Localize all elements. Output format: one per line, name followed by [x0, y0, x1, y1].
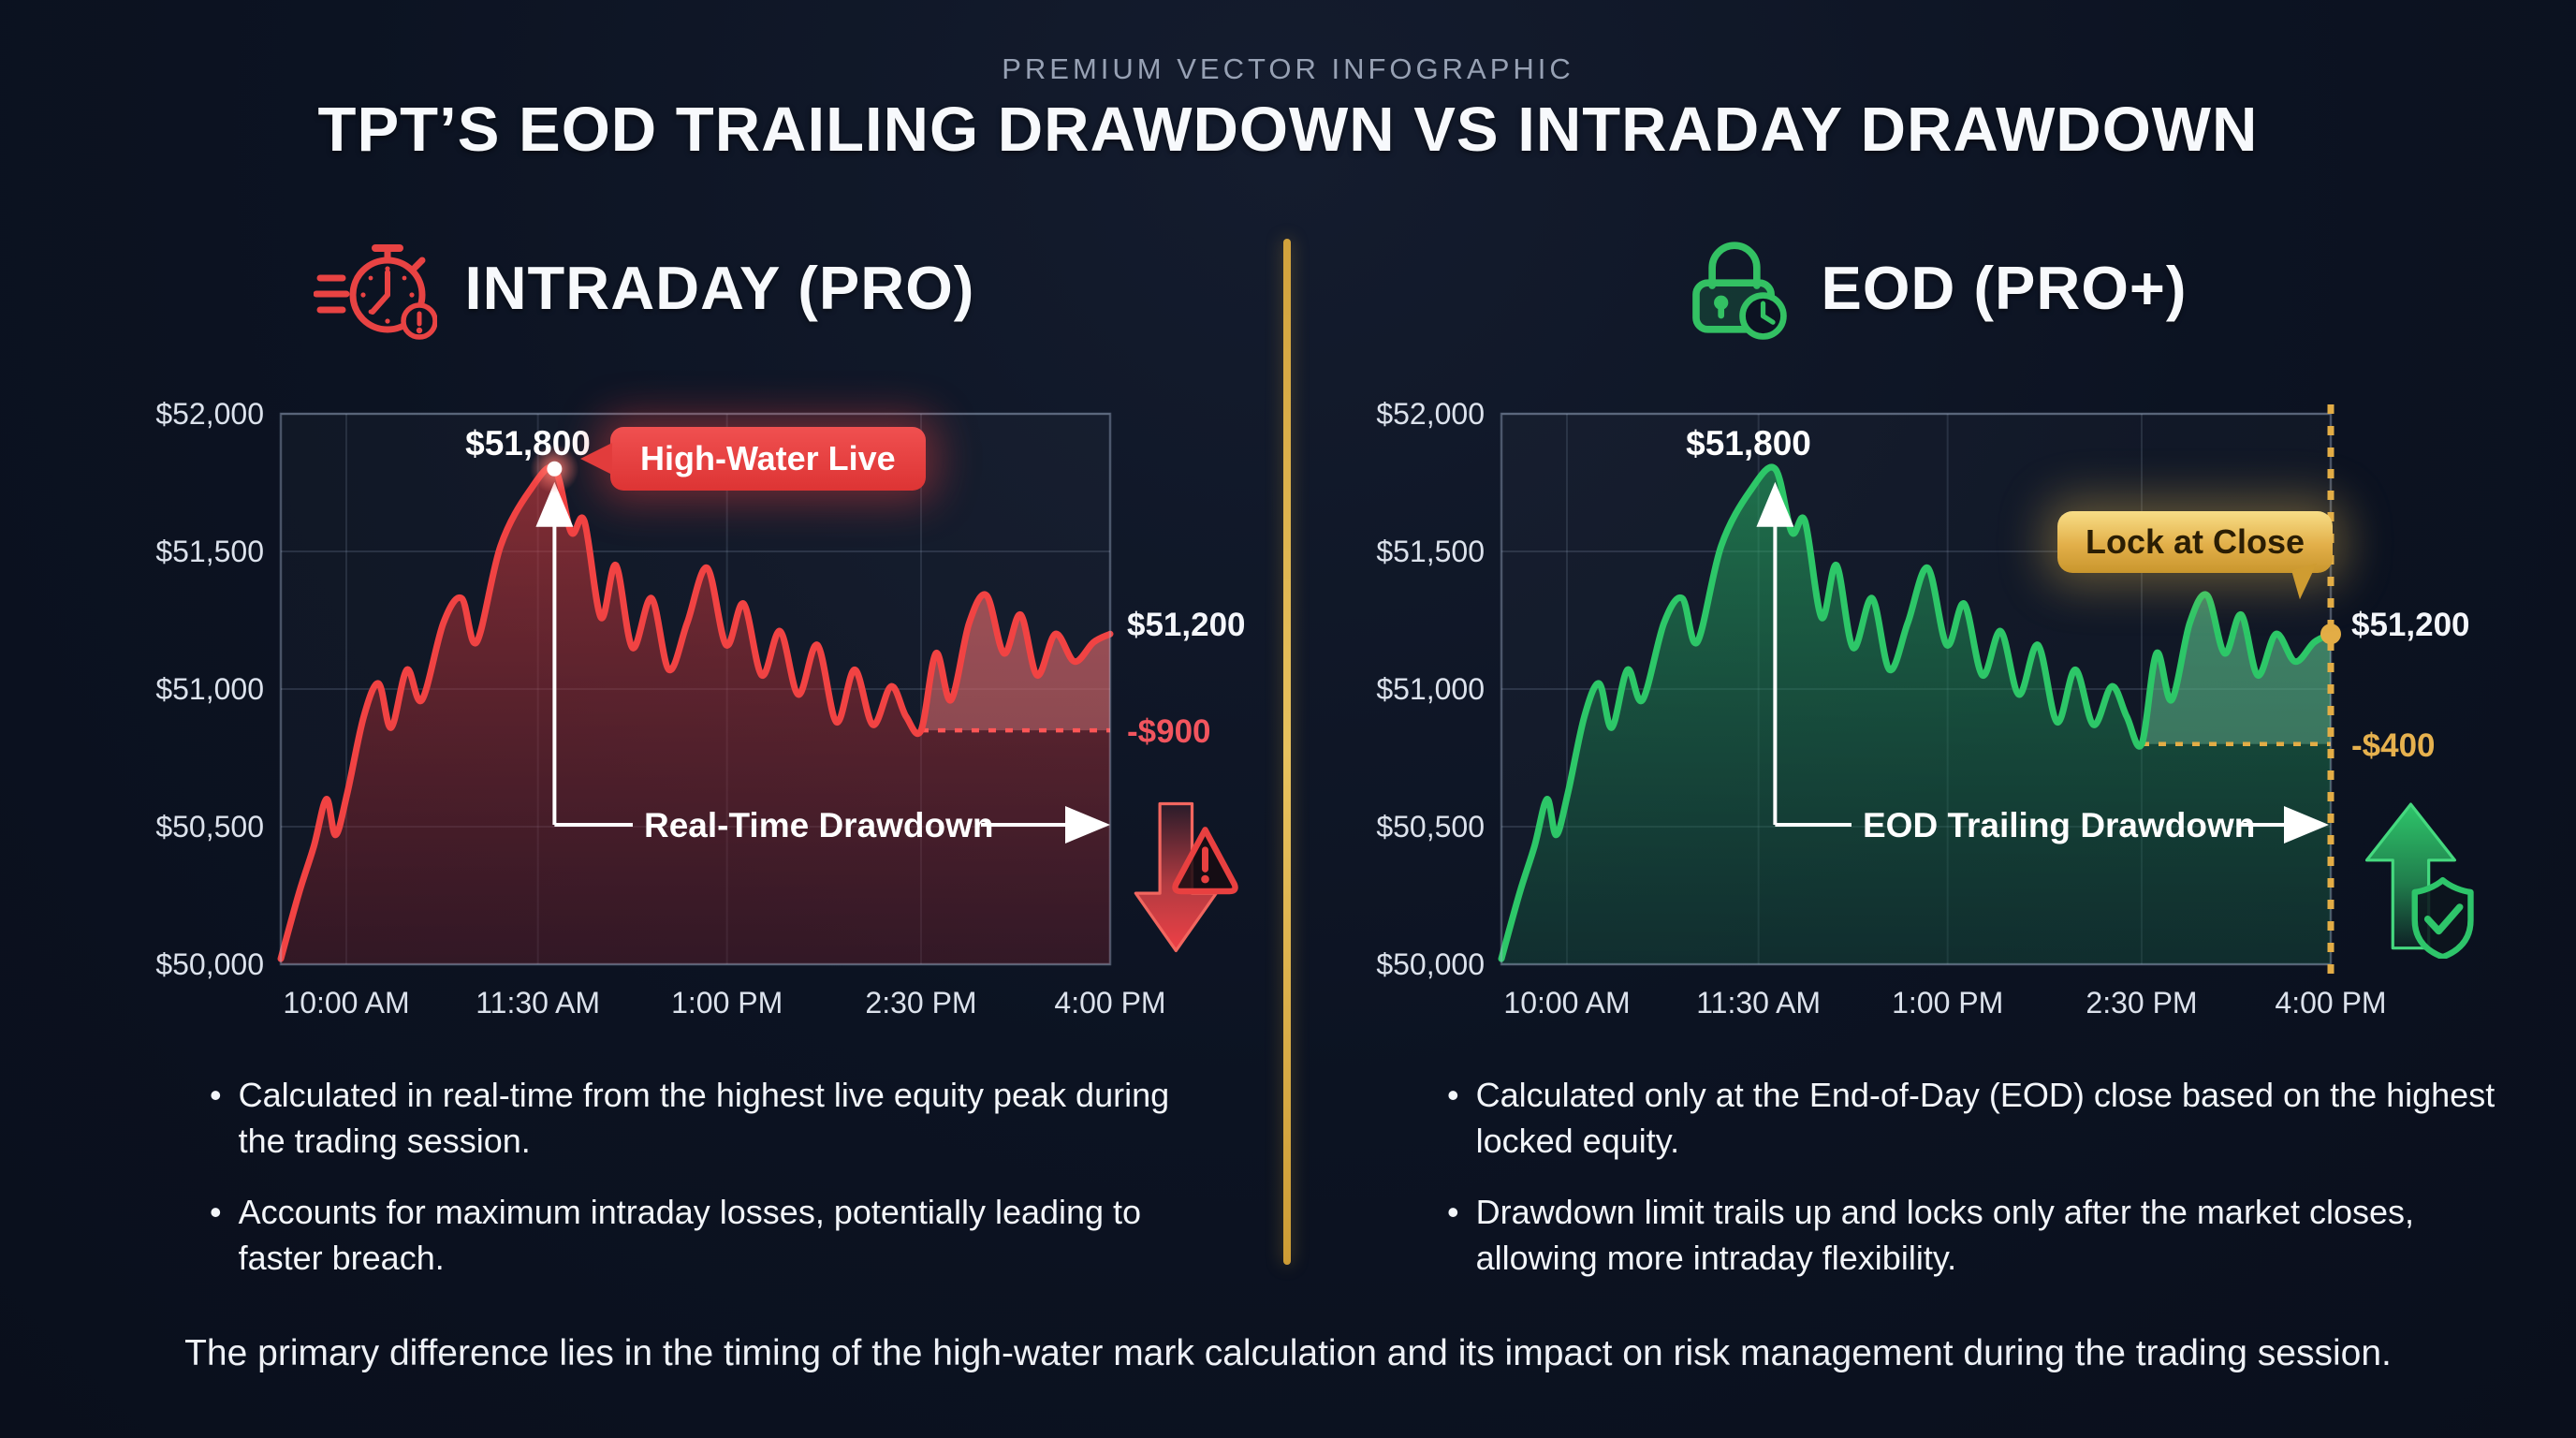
eod-title: EOD (PRO+): [1821, 253, 2188, 322]
y-tick-label: $52,000: [1376, 397, 1485, 431]
intraday-bullet-2-text: Accounts for maximum intraday losses, po…: [238, 1192, 1142, 1277]
page-title: TPT’S EOD TRAILING DRAWDOWN VS INTRADAY …: [317, 95, 2259, 165]
high-water-live-callout: High-Water Live: [610, 427, 926, 491]
intraday-chart: $52,000 $51,500 $51,000 $50,500 $50,000 10:00…: [155, 397, 1246, 1020]
y-tick-label: $51,500: [1376, 535, 1485, 568]
x-tick-label: 11:30 AM: [476, 986, 600, 1020]
eod-close-value: $51,200: [2351, 607, 2470, 643]
x-tick-label: 10:00 AM: [1503, 986, 1630, 1020]
risk-warning-icon: [1134, 801, 1238, 953]
x-tick-label: 11:30 AM: [1696, 986, 1821, 1020]
x-tick-label: 4:00 PM: [2275, 986, 2386, 1020]
high-water-live-label: High-Water Live: [640, 439, 896, 477]
eod-bullet-2-text: Drawdown limit trails up and locks only …: [1475, 1192, 2415, 1277]
intraday-peak-value: $51,800: [465, 424, 591, 462]
y-tick-label: $52,000: [155, 397, 264, 431]
y-tick-label: $51,000: [155, 672, 264, 706]
eod-bullet-1: Calculated only at the End-of-Day (EOD) …: [1447, 1073, 2496, 1165]
intraday-chart-geometry: $52,000 $51,500 $51,000 $50,500 $50,000 10:00…: [155, 397, 1165, 1020]
intraday-bullets: Calculated in real-time from the highest…: [210, 1073, 1221, 1282]
y-tick-label: $50,500: [1376, 810, 1485, 844]
panel-divider: [1283, 239, 1291, 1265]
intraday-drawdown-value: -$900: [1127, 713, 1211, 750]
y-tick-label: $50,000: [1376, 947, 1485, 981]
lock-at-close-callout: Lock at Close: [2057, 511, 2334, 573]
protected-growth-icon: [2364, 802, 2474, 959]
stopwatch-alert-icon: [313, 244, 437, 340]
x-tick-label: 2:30 PM: [2086, 986, 2197, 1020]
intraday-bullet-1-text: Calculated in real-time from the highest…: [238, 1076, 1170, 1160]
intraday-annotation: Real-Time Drawdown: [644, 806, 994, 844]
x-tick-label: 2:30 PM: [865, 986, 976, 1020]
intraday-close-value: $51,200: [1127, 607, 1246, 643]
eod-bullet-1-text: Calculated only at the End-of-Day (EOD) …: [1475, 1076, 2496, 1160]
intraday-title: INTRADAY (PRO): [464, 253, 975, 322]
x-tick-label: 4:00 PM: [1054, 986, 1165, 1020]
eod-peak-value: $51,800: [1686, 424, 1811, 462]
eod-drawdown-value: -$400: [2351, 727, 2436, 764]
eod-bullets: Calculated only at the End-of-Day (EOD) …: [1447, 1073, 2496, 1282]
intraday-panel-header: INTRADAY (PRO): [0, 227, 1288, 348]
x-tick-label: 1:00 PM: [671, 986, 783, 1020]
y-tick-label: $50,500: [155, 810, 264, 844]
intraday-bullet-2: Accounts for maximum intraday losses, po…: [210, 1190, 1221, 1282]
x-tick-label: 1:00 PM: [1892, 986, 2003, 1020]
y-tick-label: $51,500: [155, 535, 264, 568]
intraday-bullet-1: Calculated in real-time from the highest…: [210, 1073, 1221, 1165]
eod-chart: $52,000 $51,500 $51,000 $50,500 $50,000 10:00…: [1376, 397, 2470, 1020]
eod-annotation: EOD Trailing Drawdown: [1863, 806, 2255, 844]
lock-clock-icon: [1692, 242, 1788, 340]
y-tick-label: $50,000: [155, 947, 264, 981]
y-tick-label: $51,000: [1376, 672, 1485, 706]
footer-note: The primary difference lies in the timin…: [184, 1333, 2392, 1373]
x-tick-label: 10:00 AM: [283, 986, 409, 1020]
eod-panel-header: EOD (PRO+): [1288, 227, 2576, 348]
eod-chart-geometry: $52,000 $51,500 $51,000 $50,500 $50,000 10:00…: [1376, 397, 2386, 1020]
eyebrow-label: PREMIUM VECTOR INFOGRAPHIC: [1002, 52, 1574, 85]
eod-bullet-2: Drawdown limit trails up and locks only …: [1447, 1190, 2496, 1282]
lock-at-close-label: Lock at Close: [2086, 522, 2305, 561]
